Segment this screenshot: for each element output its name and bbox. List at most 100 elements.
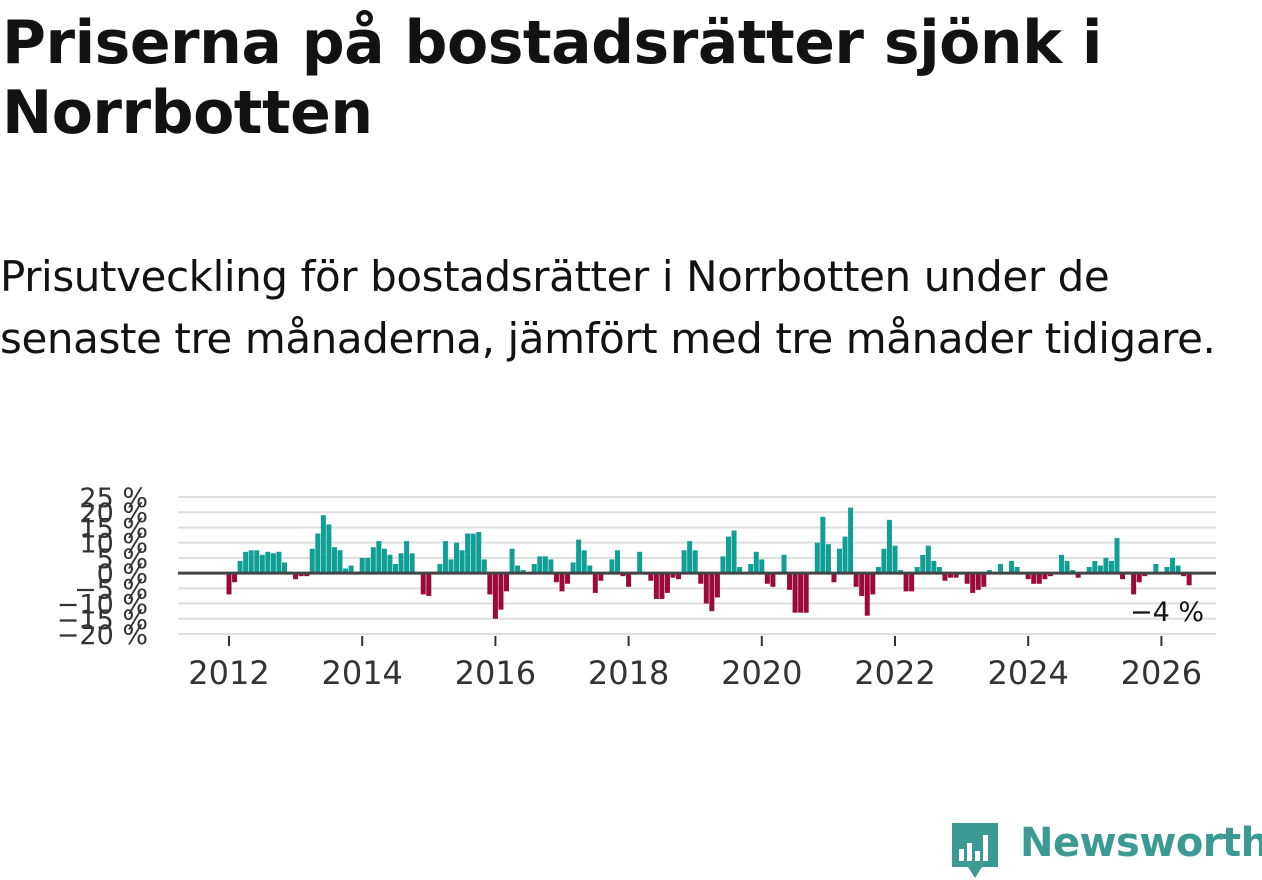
bar	[1153, 563, 1159, 574]
bar	[254, 550, 260, 574]
bar	[1114, 538, 1120, 574]
bar	[537, 556, 543, 574]
bar	[831, 573, 837, 583]
chart-subtitle: Prisutveckling för bostadsrätter i Norrb…	[0, 252, 1216, 363]
bar	[914, 567, 920, 574]
bar	[1036, 573, 1042, 584]
bar	[1086, 567, 1092, 574]
bar	[293, 573, 299, 580]
bar	[1064, 560, 1070, 574]
bar	[426, 573, 432, 596]
y-tick-label: −20 %	[57, 620, 148, 651]
bar	[553, 573, 559, 583]
bar	[1092, 560, 1098, 574]
chart-title: Priserna på bostadsrätter sjönk i Norrbo…	[2, 8, 1102, 148]
bar	[698, 573, 704, 584]
bar	[731, 530, 737, 574]
bar	[881, 548, 887, 574]
bar	[803, 573, 809, 613]
last-value-label: −4 %	[1130, 597, 1204, 628]
bar	[492, 573, 498, 619]
bar	[753, 551, 759, 574]
bar	[909, 573, 915, 592]
bar	[365, 557, 371, 574]
bar	[1170, 557, 1175, 574]
y-tick-label: 20 %	[79, 498, 148, 529]
x-tick-label: 2018	[588, 654, 669, 692]
bar	[548, 559, 554, 574]
bar	[948, 573, 953, 578]
bar	[814, 542, 820, 574]
bar-series	[226, 507, 1192, 619]
bar	[1031, 573, 1037, 584]
bar	[559, 573, 565, 592]
bar	[331, 547, 337, 574]
bar	[454, 542, 460, 574]
bar	[343, 568, 349, 574]
bar	[726, 536, 731, 574]
bar	[1120, 573, 1126, 580]
bar	[298, 573, 304, 577]
y-axis-ticks: 25 %20 %15 %10 %5 %0 %−5 %−10 %−15 %−20 …	[57, 483, 148, 651]
bar	[320, 515, 326, 574]
bar	[864, 573, 870, 616]
bar	[975, 573, 981, 590]
bar	[703, 573, 709, 604]
newsworthy-logo: Newsworthy	[950, 818, 1262, 880]
bar	[659, 573, 665, 599]
bar	[1164, 567, 1170, 574]
y-tick-label: −5 %	[74, 574, 148, 605]
bar	[931, 560, 937, 574]
bar	[620, 573, 626, 577]
bar	[282, 562, 287, 574]
bar	[387, 554, 393, 574]
bar	[337, 550, 343, 574]
bar	[692, 550, 698, 574]
bar	[309, 548, 315, 574]
bar	[542, 556, 548, 574]
bar	[359, 557, 365, 574]
x-axis-ticks: 2012 2014 2016 2018 2020 2022 2024 2026	[188, 636, 1202, 692]
bar	[853, 573, 859, 587]
bar	[764, 573, 770, 584]
bar	[326, 524, 332, 574]
bar	[420, 573, 426, 595]
bar	[376, 541, 382, 574]
bar	[653, 573, 659, 599]
x-tick-label: 2020	[721, 654, 802, 692]
bar	[1181, 573, 1187, 577]
bar	[997, 563, 1003, 574]
bar	[276, 551, 282, 574]
bar	[592, 573, 598, 593]
bar	[370, 547, 376, 574]
x-tick-label: 2012	[188, 654, 269, 692]
bar	[248, 550, 254, 574]
bar	[304, 573, 310, 577]
x-tick-label: 2022	[854, 654, 935, 692]
bar	[232, 573, 238, 583]
bar	[1097, 565, 1103, 574]
bar	[1186, 573, 1192, 586]
bar	[664, 573, 670, 593]
bar	[515, 565, 521, 574]
bar	[570, 562, 576, 574]
bar	[936, 567, 942, 574]
bar	[925, 545, 931, 574]
bar	[886, 519, 892, 574]
bar	[576, 539, 582, 574]
bar	[509, 548, 515, 574]
bar	[920, 554, 926, 574]
bar	[1042, 573, 1048, 580]
bar	[670, 573, 676, 578]
bar-chart: 25 %20 %15 %10 %5 %0 %−5 %−10 %−15 %−20 …	[57, 483, 1216, 692]
bar	[870, 573, 876, 595]
bar	[498, 573, 504, 610]
bar	[609, 559, 615, 574]
bar	[792, 573, 798, 613]
bar	[859, 573, 865, 596]
brand-name: Newsworthy	[1020, 820, 1262, 866]
bar	[681, 550, 687, 574]
newsworthy-logo-icon	[952, 823, 998, 878]
bar	[259, 554, 265, 574]
bar	[315, 533, 321, 574]
